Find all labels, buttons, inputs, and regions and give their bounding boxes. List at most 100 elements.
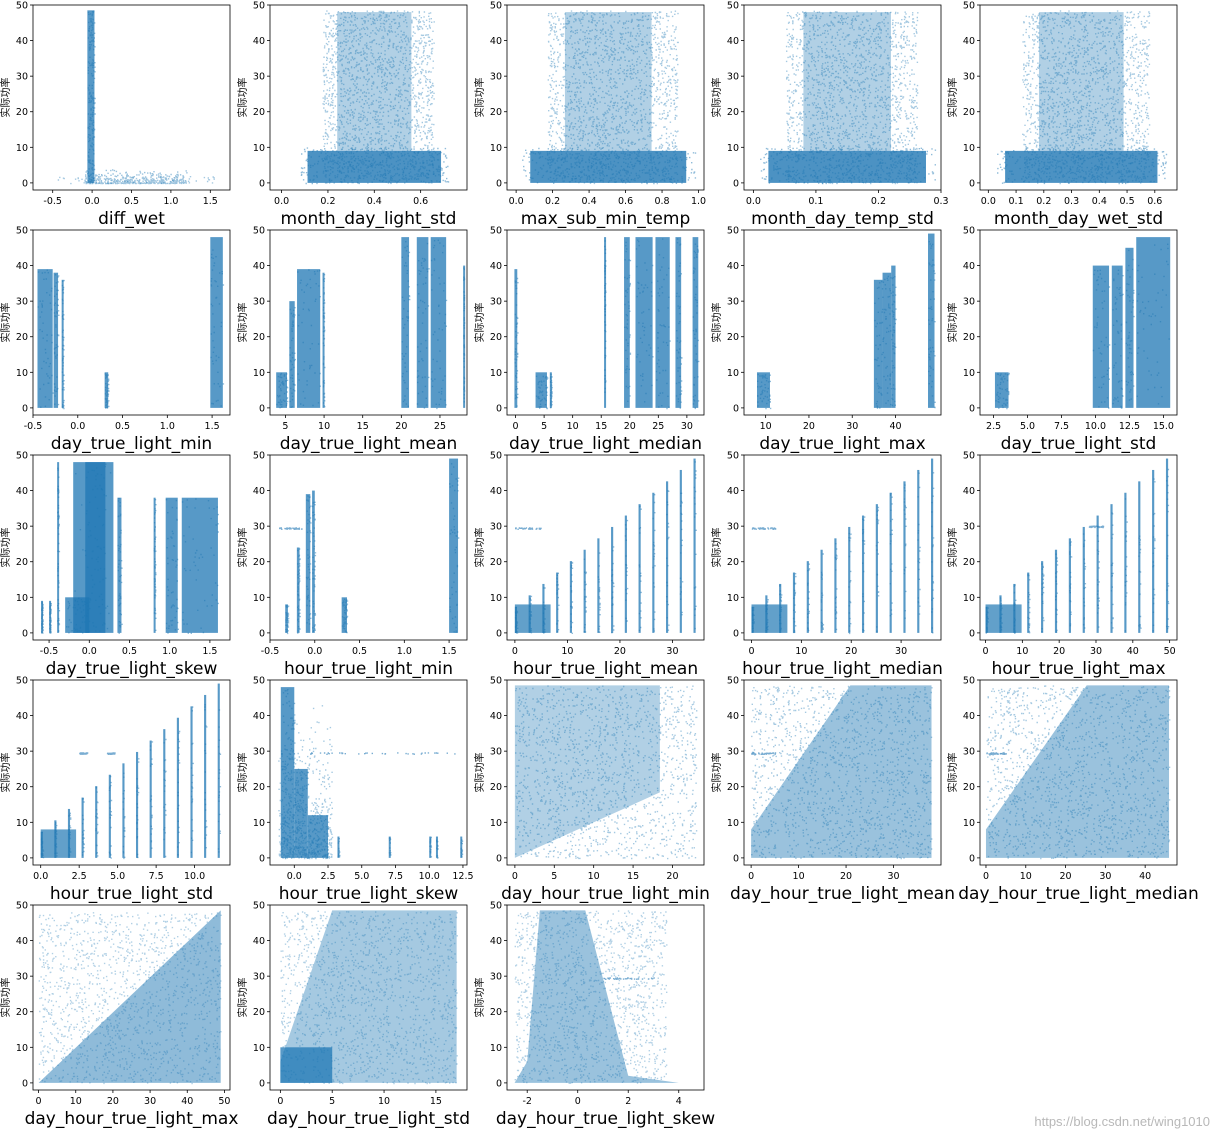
y-tick-label: 30 [490,972,502,983]
y-axis-label: 实际功率 [0,303,12,343]
y-tick-label: 30 [253,522,265,533]
y-tick-label: 20 [963,782,975,793]
x-tick-label: 0.5 [115,421,130,432]
x-tick-label: 1.0 [163,196,178,207]
x-tick-label: 40 [889,421,901,432]
point-band [388,836,391,858]
x-tick-label: 10.0 [184,871,205,882]
scatter-points [994,237,1171,410]
y-tick-label: 0 [733,853,739,864]
scatter-points [985,685,1171,860]
x-tick-label: 15 [357,421,369,432]
y-tick-label: 20 [963,557,975,568]
point-band [460,836,463,858]
y-tick-label: 50 [490,1,502,12]
point-band [61,279,64,408]
point-band [692,237,699,408]
scatter-points [522,10,697,185]
subplot-hour-true-light-max: 0 10 20 30 40 50 0 10 20 30 40 50 实际功率 hour_true_ligh… [946,451,1178,679]
x-tick-label: 20 [395,421,407,432]
point-band [1096,515,1099,633]
x-tick-label: 0 [748,646,754,657]
y-tick-label: 30 [727,522,739,533]
point-band [1111,265,1123,408]
x-tick-label: 30 [895,646,907,657]
point-band [675,237,682,408]
x-tick-label: 1.0 [397,646,412,657]
y-tick-label: 30 [253,747,265,758]
y-axis-label: 实际功率 [236,78,249,118]
x-tick-label: 50 [218,1096,230,1107]
axes-frame [743,454,942,641]
axes-frame [743,229,942,416]
point-band [163,729,166,858]
y-tick-label: 40 [963,36,975,47]
x-tick-label: 25 [434,421,446,432]
x-tick-label: 7.5 [388,871,403,882]
x-axis-label: day_hour_true_light_min [501,884,710,904]
point-band [95,786,98,858]
x-tick-label: 15 [595,421,607,432]
x-axis-label: day_hour_true_light_median [958,884,1199,904]
x-tick-label: 40 [1127,646,1139,657]
x-tick-label: 20 [1053,646,1065,657]
x-tick-label: 10 [567,421,579,432]
y-tick-label: 10 [253,368,265,379]
subplot-month-day-light-std: 0 10 20 30 40 50 0.0 0.2 0.4 0.6 实际功率 month_day_lig… [236,1,468,229]
y-tick-label: 30 [16,522,28,533]
y-tick-label: 50 [963,676,975,687]
x-tick-label: 10 [1020,871,1032,882]
subplot-hour-true-light-min: 0 10 20 30 40 50 -0.5 0.0 0.5 1.0 1.5 实际功率 hour_true… [236,451,468,679]
subplot-day-hour-true-light-min: 0 10 20 30 40 50 0 5 10 15 20 实际功率 day_hour_true_lig… [473,676,710,905]
point-band [1138,481,1141,633]
y-tick-label: 0 [496,178,502,189]
axes-frame [506,904,705,1091]
axes-frame [743,4,942,191]
y-tick-label: 10 [253,593,265,604]
y-tick-label: 20 [727,557,739,568]
x-tick-label: 0.5 [1120,196,1135,207]
point-band [917,469,920,633]
y-tick-label: 30 [253,297,265,308]
x-tick-label: 0.2 [871,196,886,207]
point-band [104,372,109,408]
x-axis-label: hour_true_light_std [50,884,213,904]
y-tick-label: 10 [490,818,502,829]
scatter-points [985,458,1170,634]
x-tick-label: 2.5 [72,871,87,882]
y-tick-label: 40 [963,711,975,722]
x-tick-label: 10 [70,1096,82,1107]
x-tick-label: 0.6 [618,196,633,207]
x-tick-label: 12.5 [452,871,473,882]
axes-frame [269,4,468,191]
point-band [875,504,878,633]
point-band [861,515,865,633]
point-band [435,836,438,858]
point-band [848,526,851,633]
subplot-day-hour-true-light-median: 0 10 20 30 40 50 0 10 20 30 40 实际功率 day_hour_true_li… [946,676,1199,905]
y-tick-label: 0 [259,403,265,414]
subplot-max-sub-min-temp: 0 10 20 30 40 50 0.0 0.2 0.4 0.6 0.8 1.0 实际功率 max_sub… [473,1,706,230]
y-tick-label: 0 [22,853,28,864]
x-axis-label: hour_true_light_skew [279,884,459,904]
y-tick-label: 20 [253,782,265,793]
point-band [153,497,156,633]
point-band [556,572,559,633]
x-tick-label: 50 [1164,646,1176,657]
point-band [81,797,84,858]
y-tick-label: 40 [16,36,28,47]
x-tick-label: 4 [676,1096,682,1107]
scatter-points [37,237,225,410]
point-band [535,372,547,408]
subplot-day-true-light-mean: 0 10 20 30 40 50 5 10 15 20 25 实际功率 day_true_light_m… [236,226,468,454]
y-tick-label: 0 [496,853,502,864]
point-band [57,462,60,633]
x-tick-label: 10 [378,1096,390,1107]
y-tick-label: 30 [253,72,265,83]
x-tick-label: -0.5 [24,421,43,432]
y-tick-label: 50 [490,226,502,237]
x-tick-label: 0.4 [582,196,597,207]
x-tick-label: 0.1 [1009,196,1024,207]
x-tick-label: 5 [551,871,557,882]
y-axis-label: 实际功率 [473,303,486,343]
